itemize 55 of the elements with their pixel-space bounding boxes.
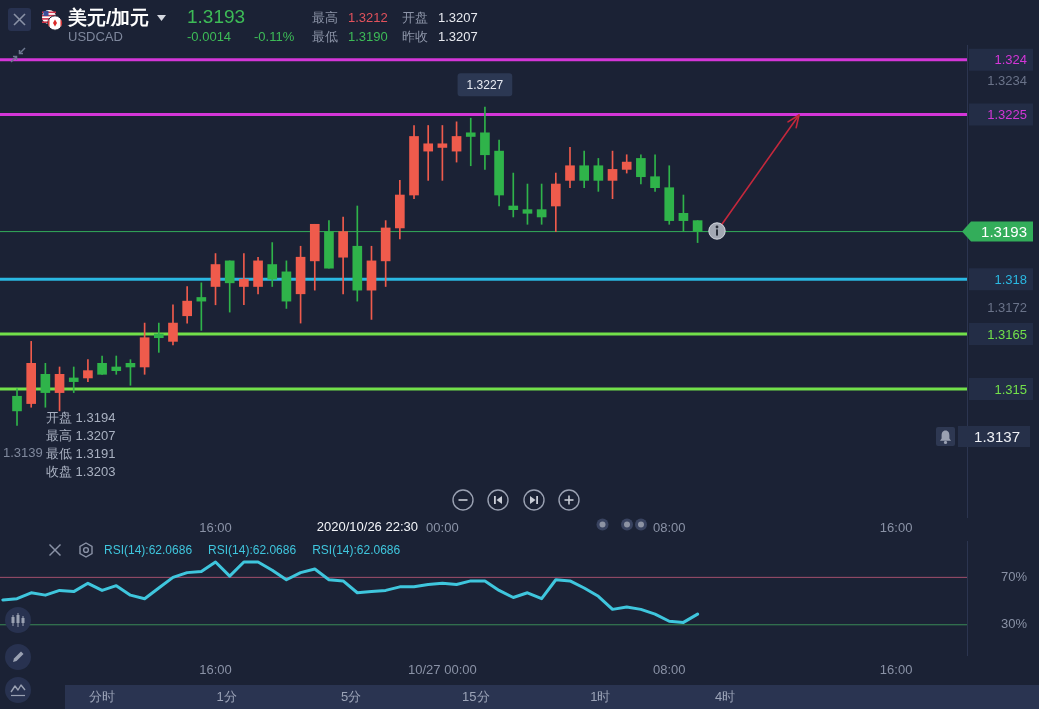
y-tick-label: 1.3234 [987, 73, 1027, 89]
series-label: RSI(14):62.0686 [104, 543, 193, 557]
candlestick [239, 253, 249, 306]
ref-line-label: 1.324 [994, 52, 1027, 68]
text: 分时 [88, 688, 116, 706]
text: -0.0014 [187, 29, 232, 45]
text: 1.3207 [438, 29, 478, 45]
text: 5分 [340, 688, 363, 706]
annotation: 1.3139 [3, 445, 43, 461]
candlestick [153, 322, 164, 353]
candlestick [111, 355, 122, 375]
annotation: RSI(14):62.0686 [312, 543, 401, 557]
text: 1.3193 [187, 6, 246, 28]
y-tick-label: 30% [1000, 616, 1028, 632]
x-tick-label: 00:00 [426, 520, 459, 536]
input-field: 1.3137 [958, 426, 1030, 447]
ref-line-label: 1.3193 [981, 222, 1027, 240]
annotation: 最高 1.3207 [46, 427, 116, 445]
text: 1.3207 [438, 10, 478, 26]
text: 1时 [589, 688, 612, 706]
ref-line-label: 1.315 [994, 381, 1027, 397]
ref-line-label: 1.3225 [987, 107, 1027, 123]
ref-line-label: 1.3165 [987, 326, 1027, 342]
text: 1.3212 [348, 10, 388, 26]
text: 最低 [312, 29, 338, 45]
text: -0.11% [254, 29, 295, 45]
text: 2020/10/26 22:30 [316, 519, 418, 535]
x-tick-label: 08:00 [652, 661, 686, 677]
x-tick-label: 16:00 [199, 520, 232, 536]
text: 1.3190 [348, 29, 388, 45]
candlestick [423, 125, 434, 181]
candlestick [68, 366, 79, 393]
annotation: 1.3227 [466, 78, 504, 93]
x-tick-label: 08:00 [652, 520, 686, 536]
y-tick-label: 1.3172 [987, 300, 1027, 316]
x-tick-label: 16:00 [199, 661, 232, 677]
text: USDCAD [68, 29, 123, 44]
candlestick [465, 117, 476, 167]
y-tick-label: 70% [1000, 568, 1028, 584]
candlestick [508, 172, 519, 218]
annotation: RSI(14):62.0686 [208, 543, 297, 557]
x-tick-label: 10/27 00:00 [408, 661, 477, 677]
annotation: 开盘 1.3194 [46, 409, 116, 427]
text: 昨收 [402, 29, 428, 45]
x-tick-label: 16:00 [879, 520, 913, 536]
text: 4时 [713, 688, 737, 706]
annotation: 收盘 1.3203 [46, 463, 116, 481]
text: 15分 [461, 688, 491, 706]
text: 美元/加元 [68, 6, 150, 30]
annotation: 最低 1.3191 [46, 445, 116, 463]
ref-line-label: 1.318 [994, 271, 1027, 287]
text: 1分 [215, 688, 238, 706]
text: 最高 [312, 10, 338, 26]
x-tick-label: 16:00 [879, 661, 913, 677]
text: 开盘 [402, 10, 428, 26]
